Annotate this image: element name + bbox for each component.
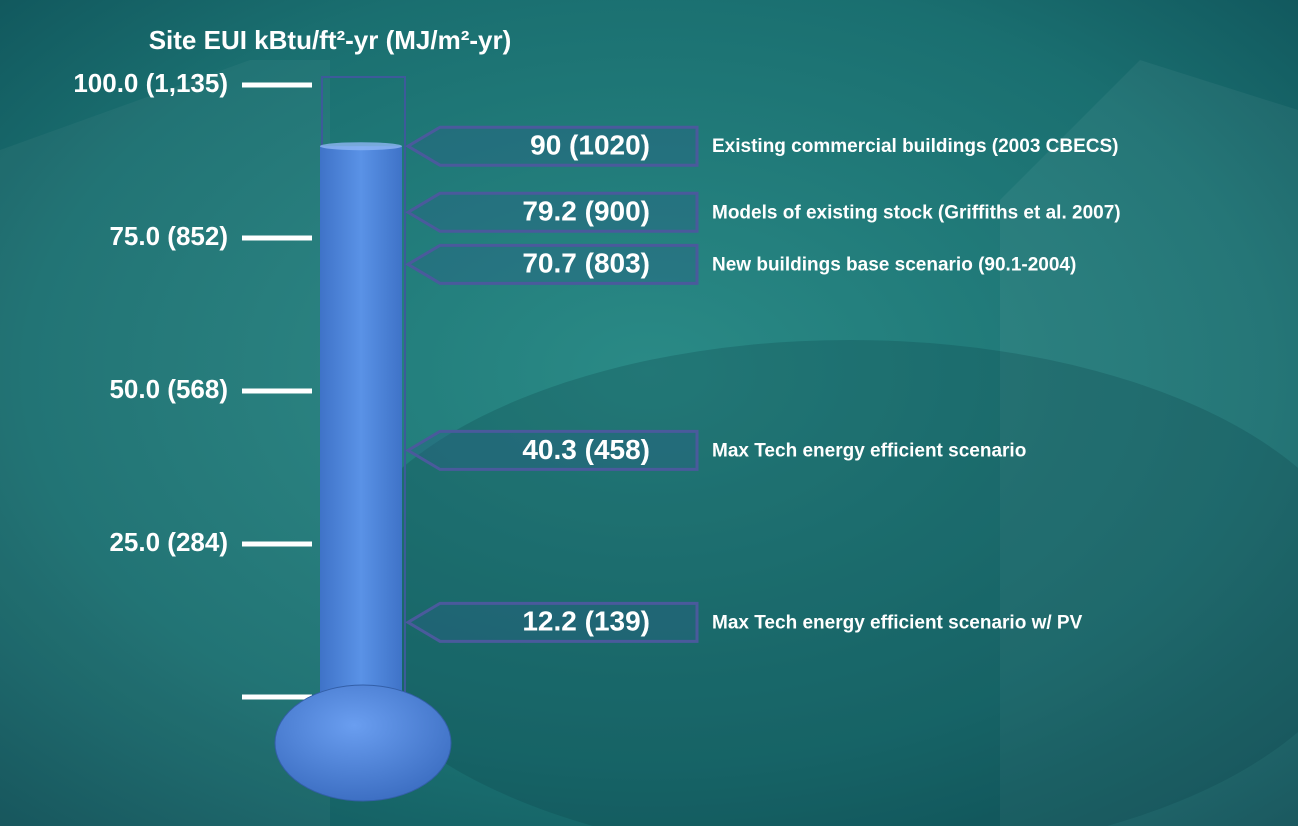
value-label: 40.3 (458): [522, 434, 650, 465]
chart: Site EUI kBtu/ft²-yr (MJ/m²-yr) 25.0 (28…: [0, 0, 1298, 826]
bg-shape: [0, 60, 330, 826]
value-label: 12.2 (139): [522, 606, 650, 637]
annotation: Models of existing stock (Griffiths et a…: [712, 202, 1121, 223]
fill-top: [320, 142, 402, 150]
annotation: Max Tech energy efficient scenario w/ PV: [712, 612, 1083, 633]
annotation: Existing commercial buildings (2003 CBEC…: [712, 136, 1119, 157]
y-tick-label: 75.0 (852): [109, 221, 228, 251]
y-tick-label: 100.0 (1,135): [73, 68, 228, 98]
annotation: New buildings base scenario (90.1-2004): [712, 254, 1076, 275]
y-tick-label: 50.0 (568): [109, 374, 228, 404]
thermometer-bulb: [275, 685, 451, 801]
annotation: Max Tech energy efficient scenario: [712, 440, 1026, 461]
value-label: 79.2 (900): [522, 196, 650, 227]
thermometer-fill: [320, 146, 402, 707]
chart-title: Site EUI kBtu/ft²-yr (MJ/m²-yr): [149, 25, 512, 55]
value-label: 70.7 (803): [522, 248, 650, 279]
value-label: 90 (1020): [530, 130, 650, 161]
y-tick-label: 25.0 (284): [109, 527, 228, 557]
